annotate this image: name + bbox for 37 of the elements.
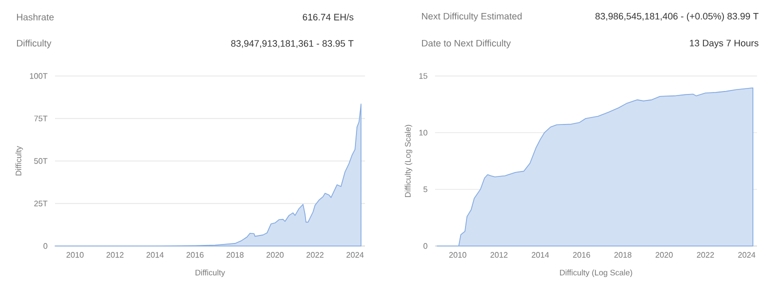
- x-tick-label: 2014: [146, 252, 164, 258]
- text: 13 Days 7 Hours: [690, 40, 758, 48]
- y-tick-label: 75T: [34, 116, 48, 122]
- x-tick-label: 2020: [656, 252, 673, 258]
- x-tick-label: 2024: [346, 252, 364, 258]
- x-tick-label: 2016: [573, 252, 590, 258]
- text: Date to Next Difficulty: [422, 40, 511, 48]
- x-tick-label: 2022: [306, 252, 324, 258]
- x-tick-label: 2012: [490, 252, 508, 258]
- x-tick-label: 2016: [186, 252, 204, 258]
- x-tick-label: 2012: [106, 252, 124, 258]
- text: 83,986,545,181,406 - (+0.05%) 83.99 T: [595, 12, 758, 22]
- y-tick-label: 10: [419, 130, 428, 136]
- x-tick-label: 2018: [226, 252, 244, 258]
- x-tick-label: 2010: [449, 252, 466, 258]
- text: Next Difficulty Estimated: [422, 12, 522, 22]
- y-tick-label: 25T: [34, 200, 48, 206]
- x-tick-label: 2014: [532, 252, 549, 258]
- x-tick-label: 2020: [266, 252, 284, 258]
- x-axis-title: Difficulty (Log Scale): [560, 270, 632, 277]
- x-tick-label: 2010: [66, 252, 84, 258]
- y-tick-label: 0: [43, 243, 48, 249]
- x-tick-label: 2024: [738, 252, 756, 258]
- text: Difficulty: [17, 40, 52, 48]
- y-tick-label: 15: [419, 73, 428, 79]
- y-axis-title: Difficulty (Log Scale): [404, 124, 412, 197]
- text: 83,947,913,181,361 - 83.95 T: [231, 40, 354, 48]
- x-tick-label: 2022: [696, 252, 714, 258]
- text: 616.74 EH/s: [302, 14, 354, 20]
- x-tick-label: 2018: [614, 252, 632, 258]
- y-tick-label: 0: [423, 243, 428, 249]
- y-axis-title: Difficulty: [15, 146, 23, 176]
- text: Hashrate: [17, 14, 54, 20]
- y-tick-label: 100T: [30, 73, 48, 79]
- y-tick-label: 5: [423, 186, 428, 192]
- y-tick-label: 50T: [34, 158, 48, 164]
- x-axis-title: Difficulty: [196, 270, 226, 277]
